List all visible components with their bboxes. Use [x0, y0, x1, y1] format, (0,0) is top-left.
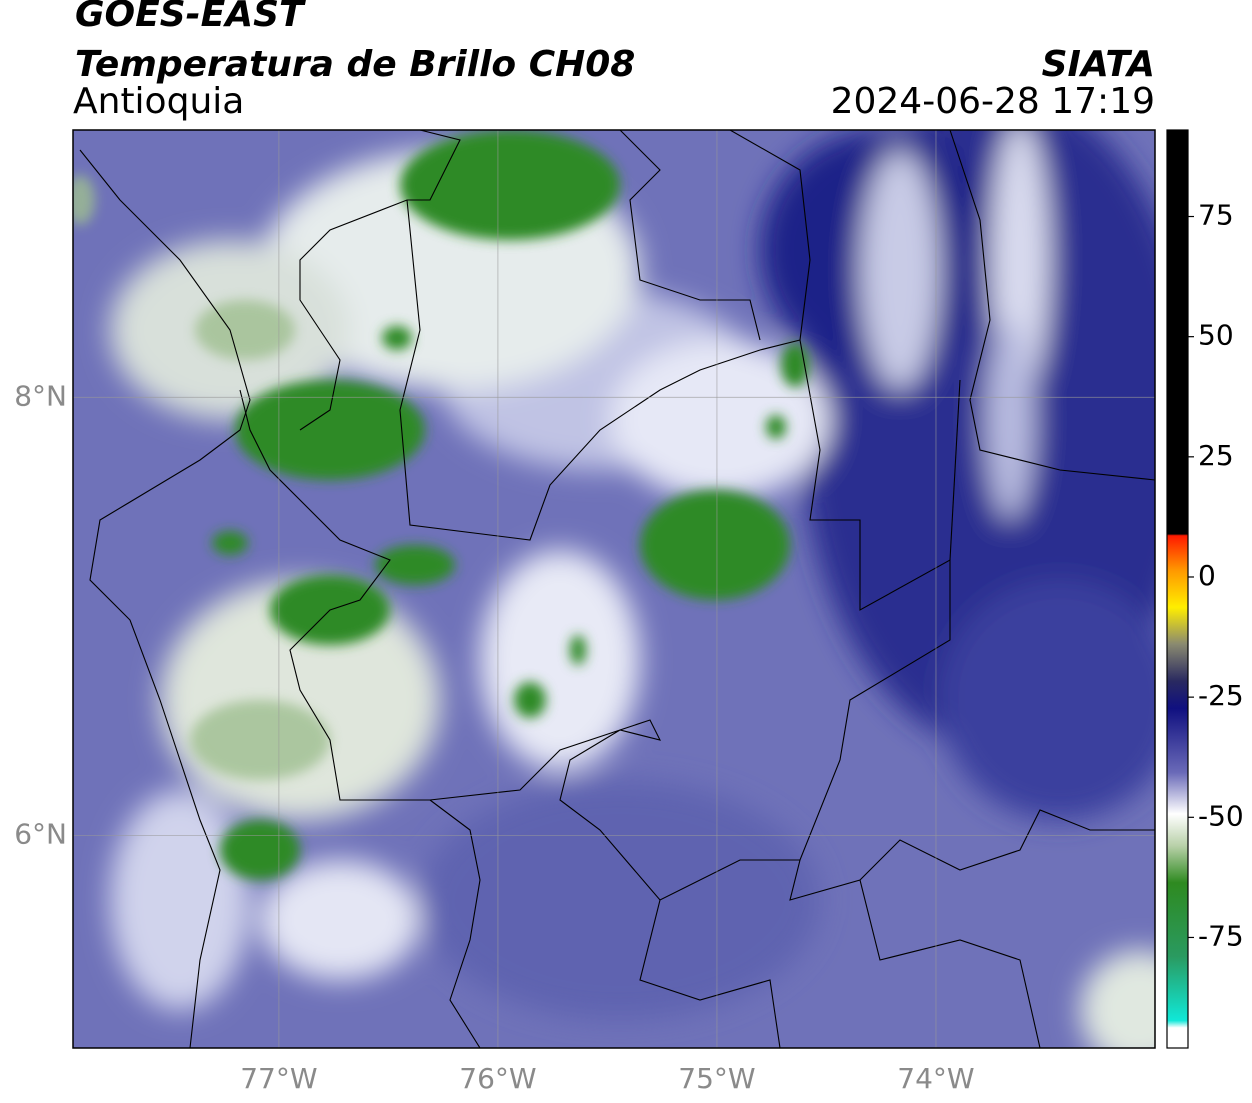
source: SIATA — [1042, 44, 1155, 85]
title: GOES-EAST — [75, 0, 306, 35]
y-tick-label: 6°N — [14, 817, 67, 850]
colorbar-tick-label: 50 — [1198, 319, 1234, 352]
x-tick-label: 77°W — [240, 1062, 317, 1095]
colorbar-tick-label: -75 — [1198, 919, 1244, 952]
borders — [79, 130, 1155, 1048]
y-tick-label: 8°N — [14, 379, 67, 412]
imagery — [73, 130, 1155, 1048]
colorbar-tick-label: -25 — [1198, 679, 1244, 712]
colorbar-tick-label: 75 — [1198, 199, 1234, 232]
x-tick-label: 74°W — [897, 1062, 974, 1095]
colorbar — [1166, 129, 1189, 1049]
grid — [73, 130, 1155, 1048]
colorbar-tick-label: -50 — [1198, 799, 1244, 832]
colorbar-tick-label: 25 — [1198, 439, 1234, 472]
subtitle: Temperatura de Brillo CH08 — [75, 44, 635, 85]
x-tick-label: 76°W — [459, 1062, 536, 1095]
datetime: 2024-06-28 17:19 — [831, 81, 1155, 122]
region: Antioquia — [73, 81, 244, 122]
colorbar-tick-label: 0 — [1198, 559, 1216, 592]
x-tick-label: 75°W — [678, 1062, 755, 1095]
map-frame — [72, 129, 1156, 1049]
